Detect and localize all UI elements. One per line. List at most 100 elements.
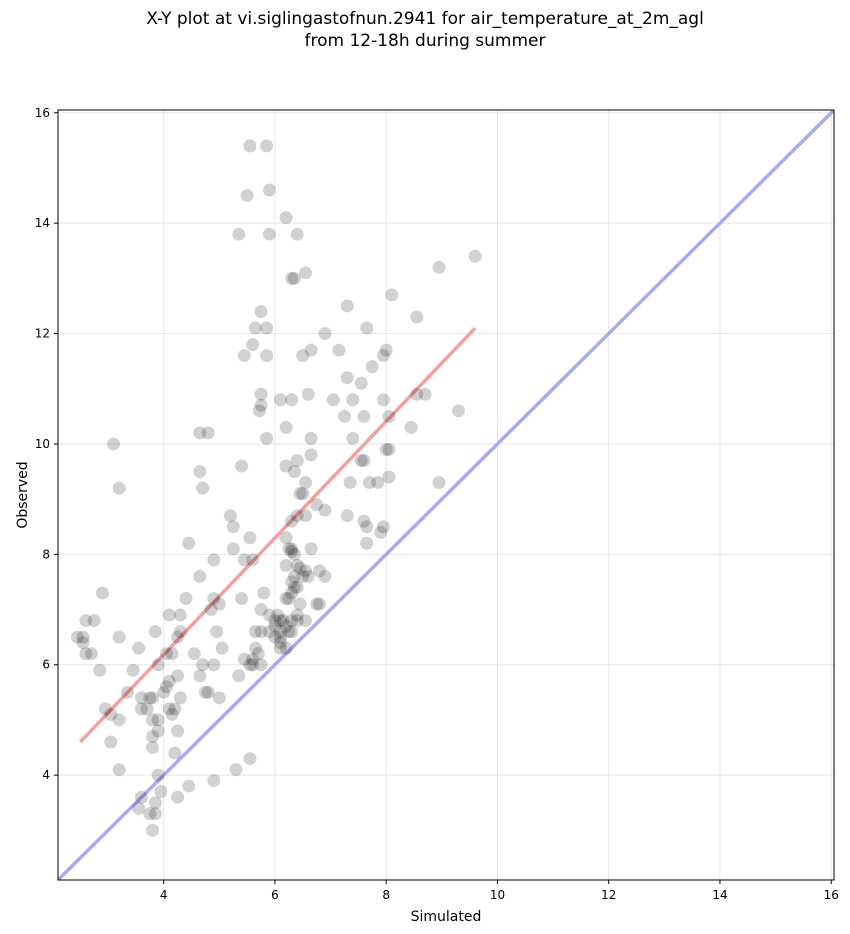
y-tick-label: 6 bbox=[42, 658, 50, 672]
data-point bbox=[193, 669, 207, 683]
data-point bbox=[151, 713, 165, 727]
data-point bbox=[76, 636, 90, 650]
y-tick-label: 4 bbox=[42, 768, 50, 782]
data-point bbox=[112, 713, 126, 727]
data-point bbox=[226, 520, 240, 534]
data-point bbox=[290, 580, 304, 594]
data-point bbox=[207, 774, 221, 788]
data-point bbox=[287, 569, 301, 583]
data-point bbox=[254, 304, 268, 318]
x-axis-label: Simulated bbox=[411, 909, 482, 925]
data-point bbox=[360, 321, 374, 335]
data-point bbox=[84, 647, 98, 661]
data-point bbox=[260, 139, 274, 153]
data-point bbox=[212, 691, 226, 705]
data-point bbox=[254, 658, 268, 672]
data-point bbox=[310, 597, 324, 611]
data-point bbox=[243, 658, 257, 672]
data-point bbox=[357, 454, 371, 468]
data-point bbox=[104, 735, 118, 749]
chart-title: X-Y plot at vi.siglingastofnun.2941 for … bbox=[0, 8, 850, 52]
data-point bbox=[93, 663, 107, 677]
data-point bbox=[290, 454, 304, 468]
y-tick-label: 12 bbox=[35, 327, 50, 341]
data-point bbox=[274, 614, 288, 628]
data-point bbox=[282, 625, 296, 639]
data-point bbox=[146, 713, 160, 727]
data-point bbox=[151, 724, 165, 738]
data-point bbox=[312, 564, 326, 578]
data-point bbox=[215, 641, 229, 655]
data-point bbox=[232, 669, 246, 683]
data-point bbox=[379, 343, 393, 357]
data-point bbox=[337, 409, 351, 423]
data-point bbox=[318, 503, 332, 517]
data-point bbox=[290, 614, 304, 628]
data-point bbox=[171, 790, 185, 804]
x-tick-label: 8 bbox=[382, 888, 390, 902]
data-point bbox=[193, 426, 207, 440]
data-point bbox=[96, 586, 110, 600]
data-point bbox=[418, 387, 432, 401]
data-point bbox=[279, 211, 293, 225]
data-point bbox=[299, 476, 313, 490]
data-point bbox=[173, 691, 187, 705]
data-point bbox=[248, 321, 262, 335]
data-point bbox=[168, 702, 182, 716]
data-point bbox=[274, 625, 288, 639]
x-tick-label: 12 bbox=[601, 888, 616, 902]
data-point bbox=[182, 779, 196, 793]
data-point bbox=[70, 630, 84, 644]
axis-ticks: 4 6 8 10 12 14 16 4 6 8 10 12 14 16 bbox=[35, 106, 839, 902]
data-point bbox=[79, 614, 93, 628]
data-point bbox=[112, 630, 126, 644]
data-point bbox=[332, 343, 346, 357]
data-point bbox=[143, 691, 157, 705]
data-point bbox=[410, 310, 424, 324]
data-point bbox=[271, 608, 285, 622]
data-point bbox=[262, 227, 276, 241]
data-point bbox=[226, 542, 240, 556]
data-point bbox=[376, 520, 390, 534]
data-point bbox=[235, 591, 249, 605]
data-point bbox=[165, 707, 179, 721]
data-point bbox=[299, 509, 313, 523]
data-point bbox=[285, 393, 299, 407]
x-tick-label: 10 bbox=[490, 888, 505, 902]
data-point bbox=[357, 514, 371, 528]
data-point bbox=[432, 260, 446, 274]
data-point bbox=[146, 691, 160, 705]
data-point bbox=[279, 591, 293, 605]
plot-frame bbox=[57, 109, 835, 881]
chart-title-line1: X-Y plot at vi.siglingastofnun.2941 for … bbox=[146, 9, 704, 29]
grid bbox=[58, 110, 834, 880]
data-point bbox=[112, 481, 126, 495]
data-point bbox=[354, 454, 368, 468]
data-point bbox=[143, 807, 157, 821]
data-point bbox=[251, 647, 265, 661]
data-point bbox=[299, 564, 313, 578]
data-point bbox=[293, 597, 307, 611]
x-tick-label: 6 bbox=[271, 888, 279, 902]
data-point bbox=[187, 647, 201, 661]
data-point bbox=[146, 729, 160, 743]
data-point bbox=[171, 724, 185, 738]
data-point bbox=[340, 371, 354, 385]
data-point bbox=[376, 393, 390, 407]
data-point bbox=[157, 685, 171, 699]
data-point bbox=[243, 139, 257, 153]
data-point bbox=[290, 558, 304, 572]
data-point bbox=[301, 387, 315, 401]
data-point bbox=[237, 652, 251, 666]
data-point bbox=[340, 299, 354, 313]
data-point bbox=[287, 271, 301, 285]
data-point bbox=[179, 591, 193, 605]
data-point bbox=[148, 796, 162, 810]
data-point bbox=[243, 531, 257, 545]
data-point bbox=[371, 476, 385, 490]
data-point bbox=[279, 420, 293, 434]
data-point bbox=[252, 404, 266, 418]
data-point bbox=[296, 487, 310, 501]
data-point bbox=[260, 321, 274, 335]
